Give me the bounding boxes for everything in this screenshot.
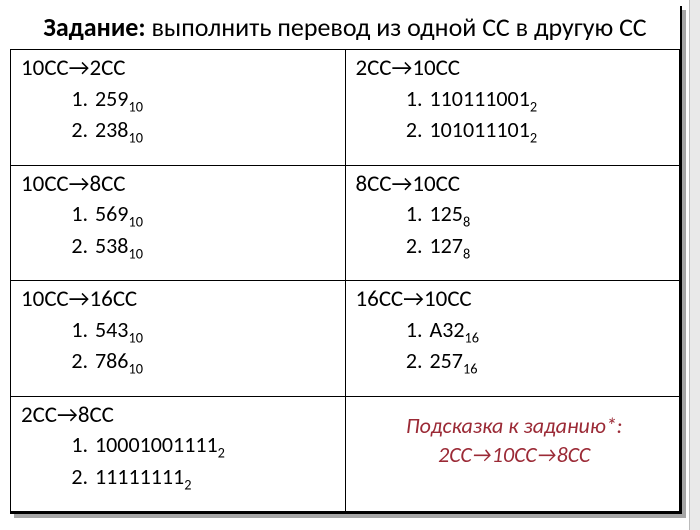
cell-hint: Подсказка к заданию*: 2СС→10СС→8СС (345, 396, 680, 511)
cell-16to10: 16СС→10СС A3216 25716 (345, 281, 680, 396)
cell-2to10: 2СС→10СС 1101110012 1010111012 (345, 50, 680, 165)
item-value: 110111001 (430, 85, 530, 112)
item-base: 2 (184, 475, 191, 493)
table-row: 10СС→8СС 56910 53810 8СС→10СС 1258 1278 (11, 165, 680, 280)
cell-header: 10СС→2СС (21, 54, 339, 83)
cell-10to2: 10СС→2СС 25910 23810 (11, 50, 346, 165)
item-base: 10 (128, 97, 143, 115)
list-item: 111111112 (93, 463, 339, 494)
title-rest: выполнить перевод из одной СС в другую С… (146, 11, 647, 43)
cell-items: 54310 78610 (21, 316, 339, 379)
title: Задание: выполнить перевод из одной СС в… (10, 6, 680, 49)
list-item: 1278 (428, 232, 674, 263)
hint-block: Подсказка к заданию*: 2СС→10СС→8СС (356, 401, 674, 470)
item-base: 10 (128, 359, 143, 377)
title-lead: Задание: (43, 11, 145, 43)
item-value: A32 (430, 316, 465, 343)
item-base: 8 (463, 213, 470, 231)
item-value: 543 (95, 316, 128, 343)
item-base: 2 (530, 97, 537, 115)
hint-line2: 2СС→10СС→8СС (356, 440, 674, 470)
cell-10to8: 10СС→8СС 56910 53810 (11, 165, 346, 280)
item-value: 11111111 (95, 463, 184, 490)
table-row: 10СС→2СС 25910 23810 2СС→10СС 1101110012… (11, 50, 680, 165)
page: Задание: выполнить перевод из одной СС в… (0, 0, 700, 530)
item-value: 257 (430, 347, 463, 374)
item-value: 101011101 (430, 116, 530, 143)
list-item: 1010111012 (428, 116, 674, 147)
list-item: 100010011112 (93, 431, 339, 462)
page-edge (689, 0, 700, 530)
list-item: 23810 (93, 116, 339, 147)
item-base: 10 (128, 213, 143, 231)
hint-line1: Подсказка к заданию*: (356, 411, 674, 441)
cell-items: 25910 23810 (21, 85, 339, 148)
item-value: 127 (430, 232, 463, 259)
list-item: 56910 (93, 200, 339, 231)
cell-items: 56910 53810 (21, 200, 339, 263)
cell-header: 16СС→10СС (356, 285, 674, 314)
content-frame: Задание: выполнить перевод из одной СС в… (10, 6, 682, 514)
cell-8to10: 8СС→10СС 1258 1278 (345, 165, 680, 280)
item-value: 259 (95, 85, 128, 112)
item-base: 2 (530, 129, 537, 147)
item-base: 2 (218, 444, 225, 462)
list-item: A3216 (428, 316, 674, 347)
item-value: 125 (430, 200, 463, 227)
cell-items: 100010011112 111111112 (21, 431, 339, 494)
item-value: 10001001111 (95, 431, 218, 458)
list-item: 54310 (93, 316, 339, 347)
list-item: 1101110012 (428, 85, 674, 116)
cell-items: 1101110012 1010111012 (356, 85, 674, 148)
cell-header: 8СС→10СС (356, 170, 674, 199)
cell-header: 10СС→16СС (21, 285, 339, 314)
list-item: 78610 (93, 347, 339, 378)
item-value: 569 (95, 200, 128, 227)
item-base: 10 (128, 129, 143, 147)
item-base: 16 (463, 359, 478, 377)
item-value: 786 (95, 347, 128, 374)
item-base: 10 (128, 244, 143, 262)
item-base: 8 (463, 244, 470, 262)
item-value: 238 (95, 116, 128, 143)
task-table: 10СС→2СС 25910 23810 2СС→10СС 1101110012… (10, 49, 680, 512)
list-item: 25910 (93, 85, 339, 116)
table-row: 10СС→16СС 54310 78610 16СС→10СС A3216 25… (11, 281, 680, 396)
cell-header: 10СС→8СС (21, 170, 339, 199)
item-value: 538 (95, 232, 128, 259)
cell-items: 1258 1278 (356, 200, 674, 263)
cell-2to8: 2СС→8СС 100010011112 111111112 (11, 396, 346, 511)
item-base: 16 (465, 328, 480, 346)
list-item: 53810 (93, 232, 339, 263)
item-base: 10 (128, 328, 143, 346)
cell-header: 2СС→10СС (356, 54, 674, 83)
list-item: 1258 (428, 200, 674, 231)
cell-header: 2СС→8СС (21, 401, 339, 430)
cell-10to16: 10СС→16СС 54310 78610 (11, 281, 346, 396)
cell-items: A3216 25716 (356, 316, 674, 379)
table-row: 2СС→8СС 100010011112 111111112 Подсказка… (11, 396, 680, 511)
list-item: 25716 (428, 347, 674, 378)
